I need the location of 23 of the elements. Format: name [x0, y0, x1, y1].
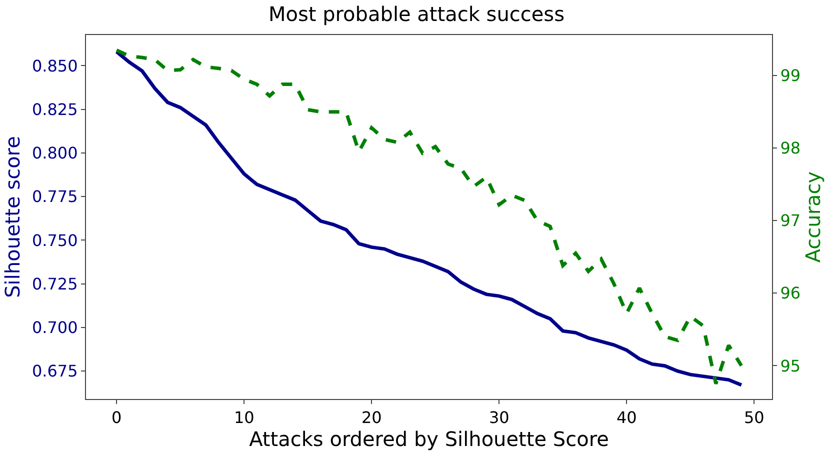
x-tick-label: 30 [488, 408, 510, 428]
y2-axis-title: Accuracy [801, 171, 826, 263]
y-tick-label: 0.675 [32, 362, 78, 381]
y-tick-label: 0.850 [32, 56, 78, 76]
x-axis-title: Attacks ordered by Silhouette Score [249, 427, 609, 452]
y2-tick-label: 96 [780, 284, 801, 303]
x-tick-label: 10 [234, 408, 254, 428]
x-tick-label: 40 [616, 408, 637, 428]
x-tick-label: 20 [361, 408, 382, 428]
y-tick-label: 0.700 [32, 318, 78, 338]
x-tick-label: 50 [744, 408, 764, 428]
y-tick-label: 0.750 [32, 230, 78, 250]
y-tick-label: 0.800 [32, 144, 78, 163]
y2-tick-label: 99 [780, 66, 801, 86]
x-tick-label: 0 [112, 408, 122, 428]
y2-tick-label: 97 [780, 211, 801, 230]
y2-tick-label: 95 [780, 356, 801, 376]
y-tick-label: 0.725 [32, 274, 78, 294]
chart-title: Most probable attack success [268, 2, 565, 26]
y-tick-label: 0.775 [32, 187, 78, 206]
y2-tick-label: 98 [780, 138, 801, 158]
y-tick-label: 0.825 [32, 100, 78, 119]
y-axis-title: Silhouette score [0, 136, 24, 298]
